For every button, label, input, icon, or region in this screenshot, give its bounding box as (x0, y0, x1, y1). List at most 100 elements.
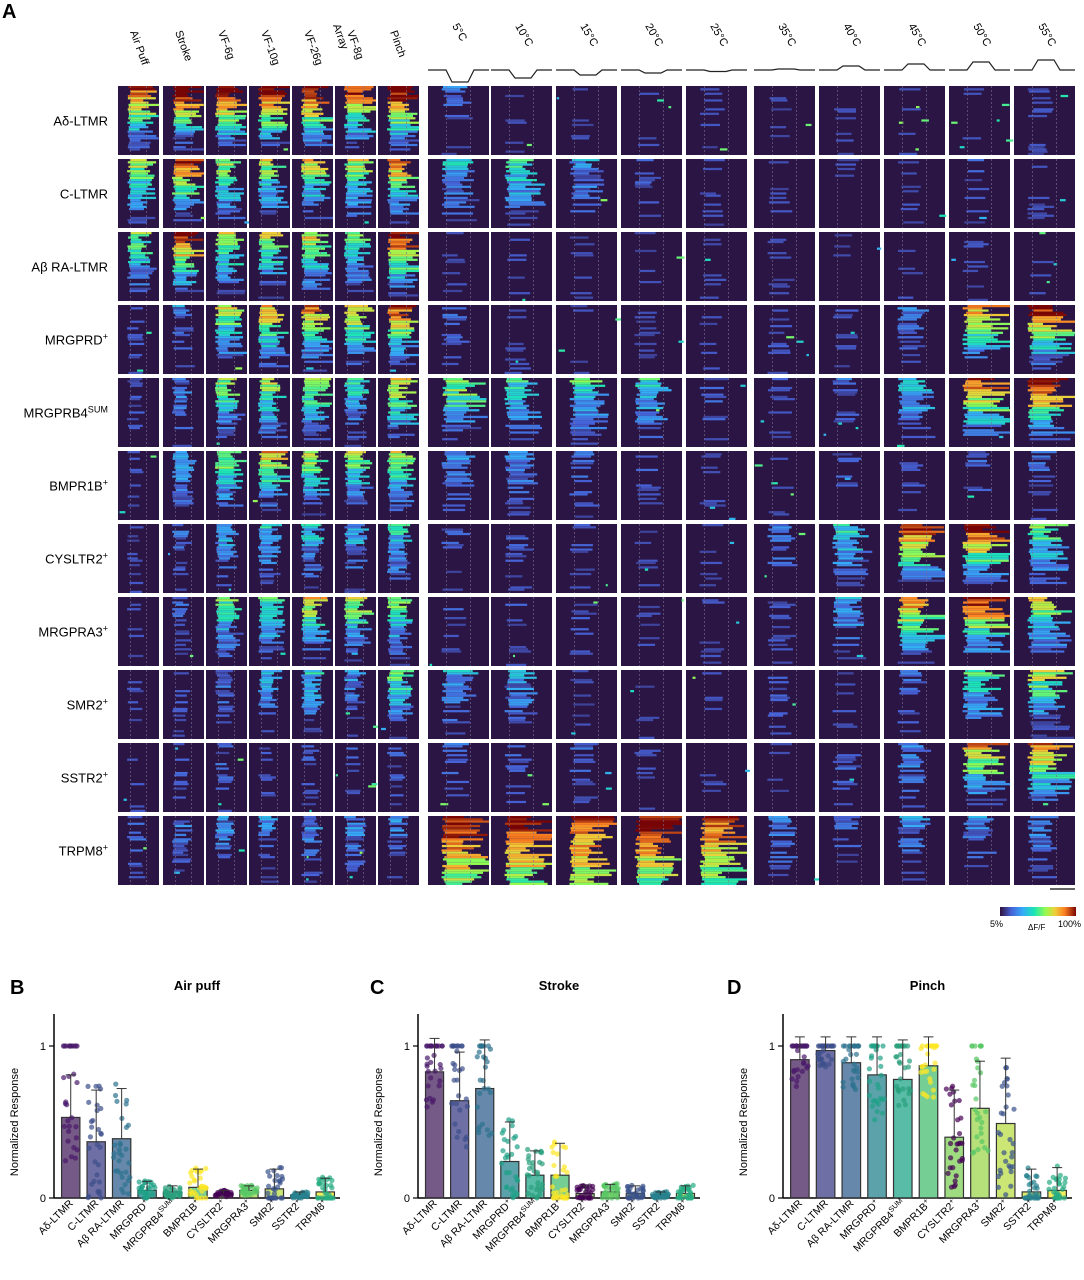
heatmap-trace (390, 623, 407, 626)
data-point (326, 1195, 332, 1201)
data-point (459, 1066, 465, 1072)
heatmap-trace (304, 727, 321, 731)
data-point (856, 1043, 862, 1049)
heatmap-trace (347, 236, 360, 239)
heatmap-trace (305, 575, 320, 578)
heatmap-trace (218, 247, 240, 250)
heatmap-trace (835, 163, 857, 166)
data-point (950, 1165, 956, 1171)
data-point (918, 1069, 924, 1075)
heatmap-trace (769, 97, 787, 100)
heatmap-trace (216, 643, 241, 646)
heatmap-trace (701, 455, 721, 458)
heatmap-trace (835, 637, 860, 640)
heatmap-trace (174, 871, 180, 874)
heatmap-trace (173, 391, 193, 394)
heatmap-trace (218, 406, 238, 410)
heatmap-trace (175, 771, 188, 775)
heatmap-trace (217, 269, 237, 273)
heatmap-trace (901, 528, 932, 531)
heatmap-trace (345, 617, 360, 620)
heatmap-trace (1031, 557, 1068, 560)
data-point (924, 1043, 931, 1049)
heatmap-trace (389, 479, 408, 483)
heatmap-trace (347, 112, 362, 115)
heatmap-trace (699, 386, 724, 390)
heatmap-trace (346, 648, 359, 651)
heatmap-trace (897, 411, 922, 414)
heatmap-trace (838, 159, 860, 162)
heatmap-trace (703, 238, 721, 241)
heatmap-trace (834, 234, 853, 237)
heatmap-trace (1028, 479, 1052, 483)
panel-b-letter: B (10, 977, 24, 999)
data-point (499, 1130, 505, 1136)
heatmap-trace (572, 438, 589, 441)
heatmap-trace (772, 822, 791, 825)
heatmap-trace (174, 544, 186, 547)
data-point (952, 1178, 958, 1184)
heatmap-trace (965, 648, 1001, 651)
heatmap-trace (899, 692, 918, 695)
heatmap-trace (215, 751, 230, 755)
heatmap-trace (259, 238, 275, 241)
heatmap-trace (1030, 395, 1075, 399)
heatmap-trace (216, 526, 231, 529)
heatmap-trace (131, 238, 142, 241)
heatmap-trace (174, 747, 179, 750)
heatmap-trace (348, 537, 368, 540)
heatmap-trace (445, 882, 463, 885)
heatmap-trace (573, 179, 604, 182)
data-point (604, 1195, 611, 1201)
heatmap-trace (837, 765, 862, 768)
heatmap-trace (258, 482, 272, 485)
heatmap-trace (962, 307, 983, 310)
heatmap-trace (1027, 322, 1044, 326)
heatmap-trace (447, 758, 469, 761)
heatmap-trace (128, 114, 159, 118)
heatmap-trace (636, 159, 654, 162)
heatmap-trace (833, 601, 857, 604)
heatmap-trace (901, 404, 931, 407)
heatmap-trace (966, 210, 989, 213)
heatmap-trace (635, 400, 658, 403)
heatmap-trace (446, 780, 470, 784)
heatmap-panel (491, 524, 552, 593)
data-point (1005, 1092, 1011, 1098)
heatmap-trace (1031, 681, 1063, 684)
data-point (686, 1187, 692, 1193)
heatmap-panel (292, 86, 333, 155)
heatmap-trace (508, 342, 524, 346)
heatmap-trace (505, 347, 526, 350)
heatmap-trace (637, 643, 656, 646)
heatmap-trace (390, 705, 414, 708)
data-point (116, 1146, 123, 1153)
heatmap-trace (258, 194, 276, 197)
heatmap-trace (258, 128, 287, 131)
heatmap-trace (770, 210, 793, 213)
heatmap-trace (963, 645, 988, 649)
heatmap-trace (703, 167, 723, 171)
heatmap-trace (507, 513, 530, 516)
heatmap-trace (963, 692, 991, 695)
heatmap-trace (173, 535, 188, 538)
heatmap-trace (833, 617, 864, 620)
heatmap-trace (260, 617, 273, 620)
heatmap-trace (1031, 331, 1075, 334)
heatmap-trace (127, 338, 144, 341)
heatmap-trace (175, 610, 186, 613)
heatmap-trace (1029, 714, 1061, 717)
heatmap-trace (1027, 674, 1056, 677)
heatmap-trace (963, 333, 999, 337)
heatmap-trace (444, 760, 467, 764)
heatmap-trace (347, 179, 359, 182)
heatmap-trace (301, 513, 326, 516)
heatmap-trace (304, 307, 320, 310)
heatmap-trace (963, 526, 996, 529)
heatmap-trace (216, 774, 228, 777)
heatmap-trace (347, 847, 358, 850)
heatmap-trace (898, 161, 920, 164)
heatmap-trace (571, 858, 608, 861)
data-point (866, 1066, 872, 1072)
heatmap-background (686, 305, 747, 374)
